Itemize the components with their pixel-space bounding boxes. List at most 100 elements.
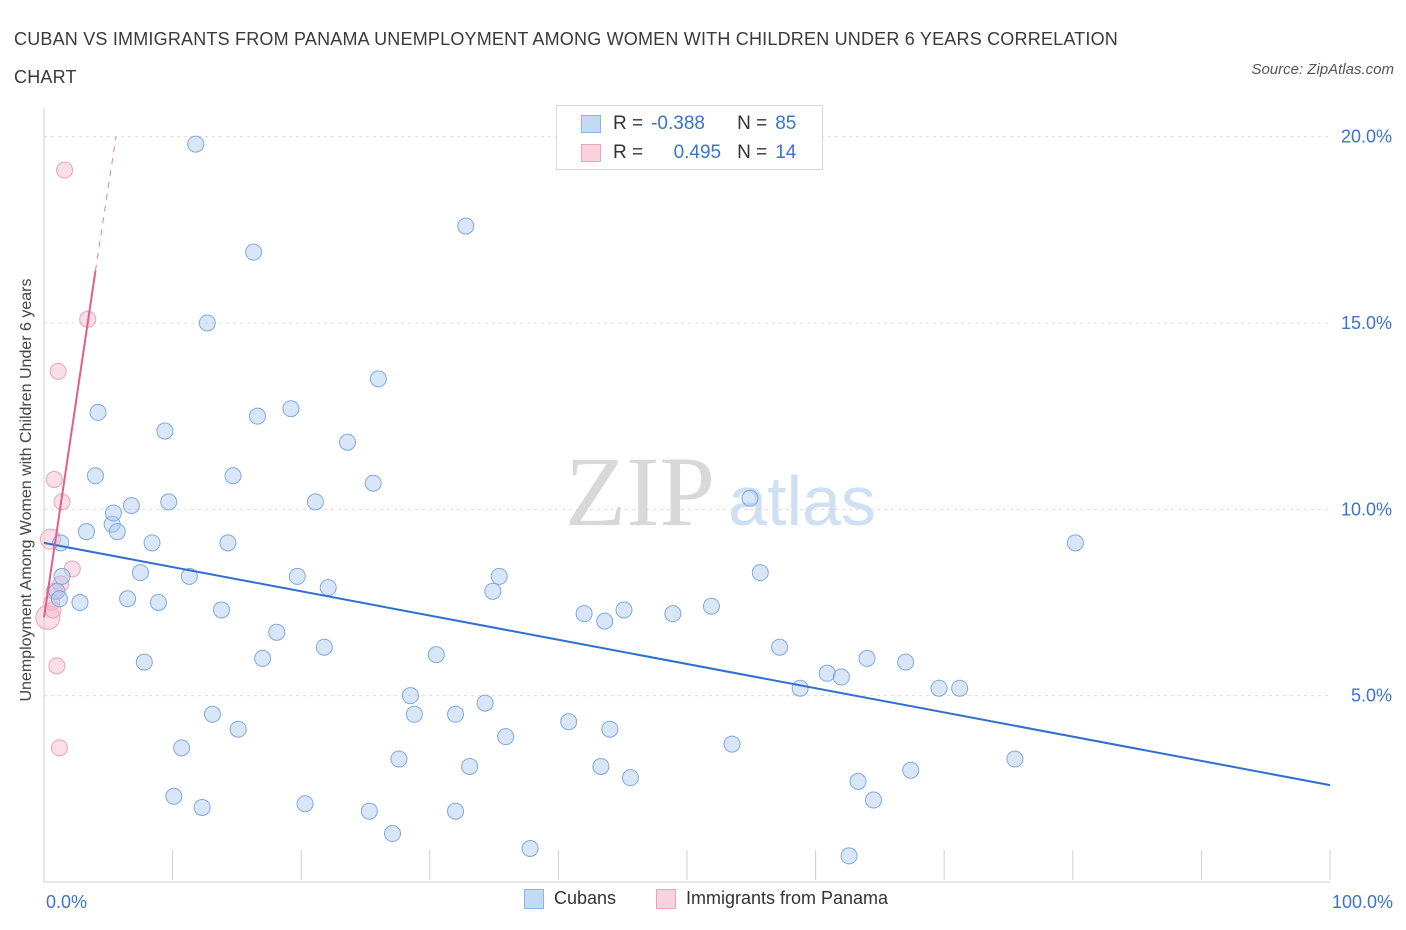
cubans-point	[198, 314, 216, 332]
cubans-point	[296, 795, 314, 813]
cubans-point	[268, 623, 286, 641]
gridlines	[44, 136, 1330, 697]
legend-row-cubans: R = -0.388 N = 85	[581, 111, 796, 137]
cubans-point	[951, 679, 969, 697]
cubans-point	[832, 668, 850, 686]
legend-n-label: N =	[737, 142, 768, 163]
cubans-point	[596, 612, 614, 630]
cubans-point	[791, 679, 809, 697]
cubans-point	[461, 757, 479, 775]
cubans-point	[897, 653, 915, 671]
cubans-trend-line	[43, 541, 1331, 787]
cubans-point	[212, 601, 230, 619]
legend-swatch-cubans	[524, 888, 544, 909]
watermark-zip: ZIP	[565, 436, 715, 547]
cubans-point	[864, 791, 882, 809]
legend-r-value-cubans: -0.388	[651, 113, 705, 134]
cubans-point	[119, 590, 137, 608]
chart-title: CUBAN VS IMMIGRANTS FROM PANAMA UNEMPLOY…	[14, 29, 1118, 87]
cubans-point	[306, 493, 324, 511]
x-tick-label-min: 0.0%	[46, 892, 87, 912]
cubans-point	[818, 664, 836, 682]
cubans-point	[248, 407, 266, 425]
cubans-point	[664, 605, 682, 623]
legend-n-label: N =	[737, 113, 768, 134]
cubans-point	[135, 653, 153, 671]
cubans-point	[245, 243, 263, 261]
legend-item-panama[interactable]: Immigrants from Panama	[656, 888, 888, 909]
legend-swatch-panama	[581, 144, 601, 162]
cubans-point	[447, 705, 465, 723]
cubans-point	[71, 593, 89, 611]
cubans-point	[497, 728, 515, 746]
cubans-point	[447, 802, 465, 820]
source-note: Source: ZipAtlas.com	[1251, 61, 1394, 78]
panama-point	[45, 471, 63, 489]
cubans-point	[427, 646, 445, 664]
cubans-point	[173, 739, 191, 757]
cubans-point	[122, 497, 140, 515]
cubans-point	[229, 720, 247, 738]
legend-r-value-panama: 0.495	[673, 142, 722, 163]
cubans-point	[702, 597, 720, 615]
cubans-point	[615, 601, 633, 619]
y-tick-label: 15.0%	[1341, 313, 1392, 333]
cubans-point	[930, 679, 948, 697]
panama-point	[35, 604, 61, 630]
cubans-point	[402, 687, 420, 705]
cubans-point	[771, 638, 789, 656]
legend-label-cubans: Cubans	[554, 888, 617, 908]
cubans-point	[165, 787, 183, 805]
y-tick-labels: 5.0% 10.0% 15.0% 20.0%	[1341, 127, 1392, 706]
panama-point	[49, 362, 67, 380]
correlation-legend: R = -0.388 N = 85 R = 0.495 N = 14	[556, 105, 823, 170]
cubans-point	[1006, 750, 1024, 768]
cubans-point	[741, 489, 759, 507]
legend-item-cubans[interactable]: Cubans	[524, 888, 616, 909]
cubans-point	[288, 567, 306, 585]
cubans-point	[319, 579, 337, 597]
cubans-point	[369, 370, 387, 388]
cubans-point	[108, 523, 126, 541]
cubans-point	[86, 467, 104, 485]
cubans-point	[104, 504, 122, 522]
cubans-point	[840, 847, 858, 865]
cubans-point	[77, 523, 95, 541]
watermark-atlas: atlas	[728, 462, 876, 540]
cubans-point	[592, 757, 610, 775]
y-tick-label: 20.0%	[1341, 127, 1392, 147]
cubans-point	[254, 649, 272, 667]
cubans-point	[560, 713, 578, 731]
cubans-point	[384, 825, 402, 843]
cubans-point	[621, 769, 639, 787]
cubans-point	[490, 567, 508, 585]
cubans-point	[89, 403, 107, 421]
cubans-point	[282, 400, 300, 418]
cubans-point	[405, 705, 423, 723]
cubans-point	[131, 564, 149, 582]
cubans-point	[521, 839, 539, 857]
cubans-point	[143, 534, 161, 552]
cubans-point	[1066, 534, 1084, 552]
cubans-point	[315, 638, 333, 656]
cubans-point	[360, 802, 378, 820]
cubans-point	[338, 433, 356, 451]
y-tick-label: 10.0%	[1341, 499, 1392, 519]
cubans-point	[723, 735, 741, 753]
cubans-point	[149, 593, 167, 611]
cubans-point	[484, 582, 502, 600]
x-tick-label-max: 100.0%	[1332, 892, 1393, 912]
cubans-point	[902, 761, 920, 779]
cubans-point	[601, 720, 619, 738]
cubans-point	[187, 135, 205, 153]
cubans-point	[160, 493, 178, 511]
legend-r-label: R =	[613, 113, 644, 134]
y-tick-label: 5.0%	[1351, 686, 1392, 706]
trend-lines	[43, 136, 1331, 787]
legend-n-value-cubans: 85	[775, 113, 797, 134]
x-tick-labels: 0.0% 100.0%	[46, 892, 1393, 912]
cubans-point	[156, 422, 174, 440]
cubans-point	[219, 534, 237, 552]
panama-trend-line	[43, 270, 97, 618]
